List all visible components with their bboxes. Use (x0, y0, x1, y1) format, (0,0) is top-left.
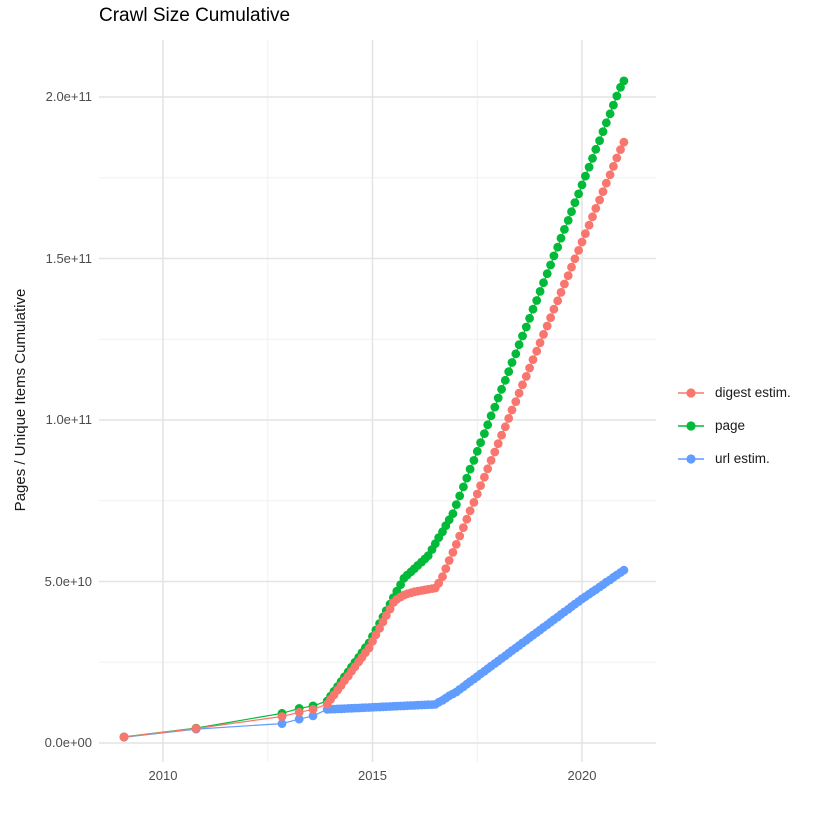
series-url-estim (119, 565, 629, 742)
y-axis-tick-label: 0.0e+00 (44, 735, 92, 750)
legend-item-page: page (676, 409, 791, 442)
y-axis-tick-label: 5.0e+10 (44, 573, 92, 589)
data-points-digest-estim (119, 137, 629, 742)
legend: digest estim. page url estim. (676, 376, 791, 475)
data-points-url-estim (119, 565, 629, 742)
legend-label: page (715, 418, 746, 433)
x-axis-tick-label: 2015 (358, 768, 387, 783)
legend-label: url estim. (715, 451, 770, 466)
legend-label: digest estim. (715, 385, 791, 400)
legend-item-digest-estim: digest estim. (676, 376, 791, 409)
y-axis-tick-label: 2.0e+11 (45, 89, 92, 104)
series-digest-estim (119, 137, 629, 742)
legend-item-url-estim: url estim. (676, 442, 791, 475)
x-axis-tick-label: 2010 (148, 768, 178, 783)
legend-key-icon (678, 387, 704, 398)
x-axis-tick-label: 2020 (567, 768, 597, 783)
gridlines-minor (99, 40, 656, 762)
gridlines-major (99, 40, 656, 762)
y-axis-title: Pages / Unique Items Cumulative (12, 288, 29, 512)
y-axis-tick-label: 1.5e+11 (45, 250, 92, 266)
y-axis-tick-label: 1.0e+11 (45, 412, 92, 427)
legend-key-icon (678, 420, 704, 431)
legend-key-icon (678, 453, 704, 464)
chart-title: Crawl Size Cumulative (99, 5, 291, 26)
